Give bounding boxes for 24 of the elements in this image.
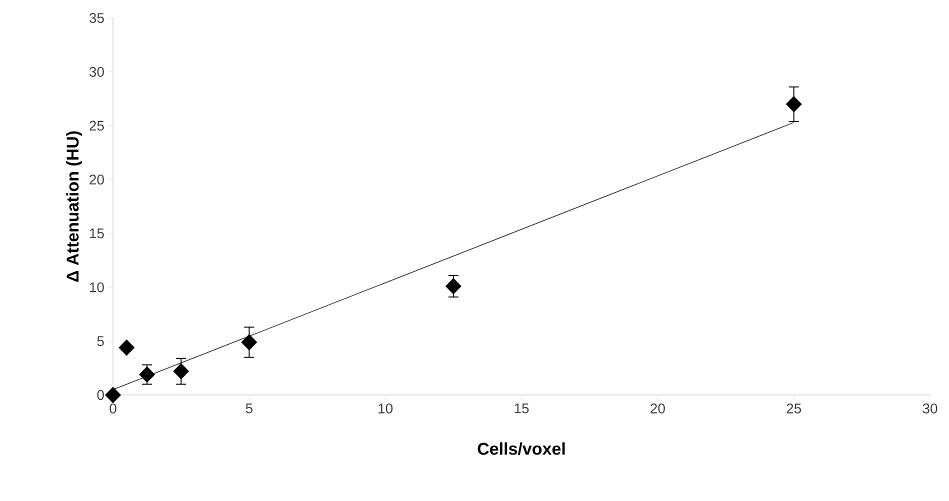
y-tick-label: 25	[90, 120, 104, 131]
x-tick-label: 5	[246, 404, 252, 414]
y-axis-title: Δ Attenuation (HU)	[66, 131, 82, 282]
x-tick-label: 10	[378, 404, 393, 414]
point	[241, 334, 258, 350]
y-tick-label: 35	[89, 13, 104, 23]
y-tick-label: 0	[97, 390, 104, 400]
point	[786, 96, 802, 112]
x-tick-label: 25	[786, 404, 802, 414]
y-tick-label: 5	[97, 336, 104, 346]
x-tick-label: 0	[110, 404, 116, 414]
point	[173, 363, 190, 380]
point	[445, 278, 462, 294]
y-tick-label: 20	[90, 174, 104, 185]
x-tick-label: 30	[922, 404, 938, 414]
x-tick-label: 20	[650, 404, 665, 414]
point	[139, 366, 156, 383]
x-tick-label: 15	[514, 404, 529, 414]
point	[118, 339, 135, 356]
y-tick-label: 15	[90, 228, 104, 238]
x-axis-title: Cells/voxel	[478, 442, 565, 455]
y-tick-label: 30	[89, 66, 104, 77]
point	[105, 386, 122, 404]
y-tick-label: 10	[90, 282, 104, 292]
